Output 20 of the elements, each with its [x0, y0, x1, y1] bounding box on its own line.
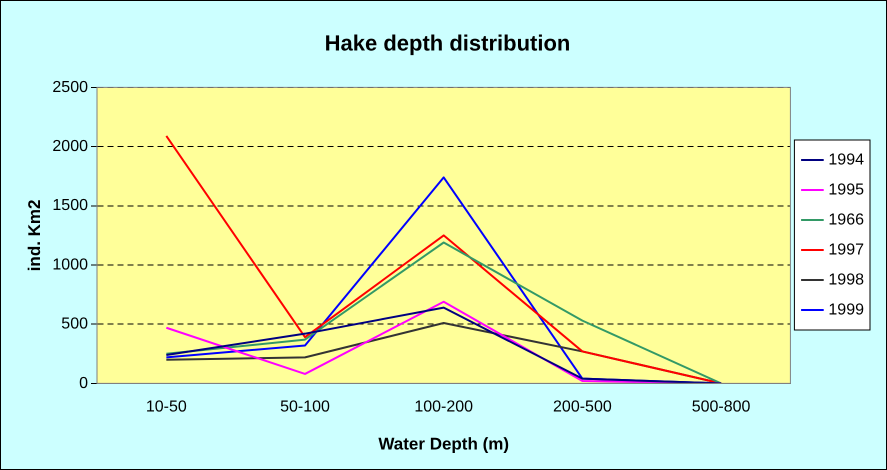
x-tick-label: 10-50: [146, 398, 187, 416]
y-tick-label: 1500: [52, 197, 88, 214]
legend-label: 1999: [828, 301, 864, 318]
y-tick-label: 0: [79, 374, 88, 392]
y-axis-title: ind. Km2: [24, 200, 44, 272]
x-tick-label: 50-100: [280, 398, 330, 416]
y-tick-label: 2500: [52, 78, 88, 96]
legend-label: 1998: [828, 271, 864, 288]
legend-label: 1994: [828, 151, 864, 168]
legend-label: 1966: [828, 211, 864, 228]
legend-label: 1997: [828, 241, 864, 258]
legend-label: 1995: [828, 181, 864, 198]
x-tick-label: 500-800: [692, 398, 751, 416]
y-tick-label: 500: [61, 316, 88, 333]
chart-title: Hake depth distribution: [324, 30, 570, 56]
x-axis-title: Water Depth (m): [378, 434, 510, 454]
x-tick-label: 200-500: [553, 398, 612, 416]
y-tick-label: 1000: [52, 256, 88, 274]
x-tick-label: 100-200: [414, 398, 474, 416]
y-tick-label: 2000: [52, 138, 88, 156]
